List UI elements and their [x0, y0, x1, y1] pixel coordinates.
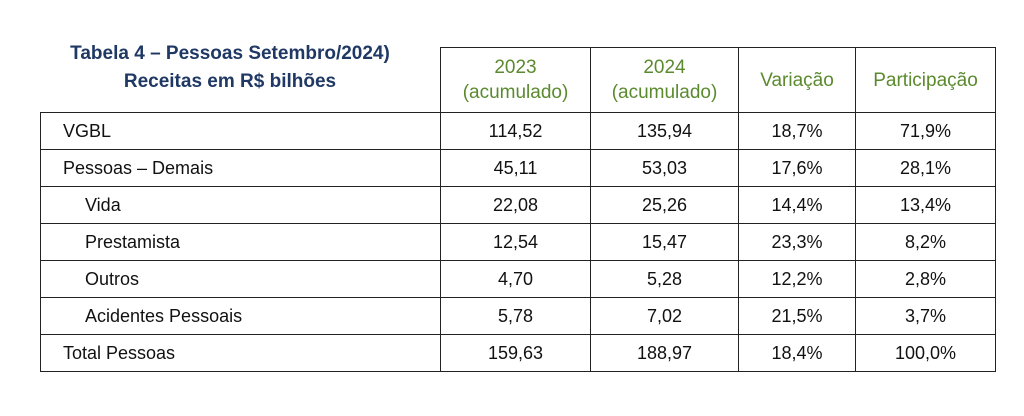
header-line: 2024	[643, 57, 686, 78]
cell: 53,03	[590, 149, 739, 187]
cell: 5,28	[590, 260, 739, 298]
cell: 21,5%	[738, 297, 856, 335]
header-row: 2023 (acumulado) 2024 (acumulado) Variação Pa…	[40, 47, 996, 113]
row-label: Total Pessoas	[40, 334, 441, 372]
cell: 114,52	[440, 112, 591, 150]
row-label: VGBL	[40, 112, 441, 150]
cell: 17,6%	[738, 149, 856, 187]
cell: 28,1%	[855, 149, 996, 187]
cell: 18,7%	[738, 112, 856, 150]
table-row: Vida 22,08 25,26 14,4% 13,4%	[40, 186, 996, 224]
cell: 3,7%	[855, 297, 996, 335]
cell: 4,70	[440, 260, 591, 298]
cell: 45,11	[440, 149, 591, 187]
cell: 8,2%	[855, 223, 996, 261]
header-line: 2023	[494, 57, 537, 78]
table-row: Pessoas – Demais 45,11 53,03 17,6% 28,1%	[40, 149, 996, 187]
cell: 2,8%	[855, 260, 996, 298]
column-header: Participação	[855, 47, 996, 113]
table-row: VGBL 114,52 135,94 18,7% 71,9%	[40, 112, 996, 150]
cell: 13,4%	[855, 186, 996, 224]
row-label: Pessoas – Demais	[40, 149, 441, 187]
column-header: Variação	[738, 47, 856, 113]
column-header: 2023 (acumulado)	[440, 47, 591, 113]
cell: 5,78	[440, 297, 591, 335]
cell: 25,26	[590, 186, 739, 224]
row-label: Prestamista	[40, 223, 441, 261]
table-row: Acidentes Pessoais 5,78 7,02 21,5% 3,7%	[40, 297, 996, 335]
cell: 18,4%	[738, 334, 856, 372]
cell: 159,63	[440, 334, 591, 372]
table-row: Total Pessoas 159,63 188,97 18,4% 100,0%	[40, 334, 996, 372]
header-line: (acumulado)	[611, 82, 718, 103]
row-label: Outros	[40, 260, 441, 298]
header-line: Participação	[873, 69, 978, 91]
table-row: Outros 4,70 5,28 12,2% 2,8%	[40, 260, 996, 298]
data-table: 2023 (acumulado) 2024 (acumulado) Variação Pa…	[40, 47, 996, 372]
column-header: 2024 (acumulado)	[590, 47, 739, 113]
cell: 100,0%	[855, 334, 996, 372]
header-line: (acumulado)	[462, 82, 569, 103]
table-body: VGBL 114,52 135,94 18,7% 71,9% Pessoas – Dema…	[40, 112, 996, 372]
cell: 23,3%	[738, 223, 856, 261]
row-label: Acidentes Pessoais	[40, 297, 441, 335]
cell: 15,47	[590, 223, 739, 261]
cell: 22,08	[440, 186, 591, 224]
cell: 7,02	[590, 297, 739, 335]
row-label: Vida	[40, 186, 441, 224]
cell: 71,9%	[855, 112, 996, 150]
table-row: Prestamista 12,54 15,47 23,3% 8,2%	[40, 223, 996, 261]
header-line: Variação	[760, 69, 834, 91]
cell: 12,2%	[738, 260, 856, 298]
cell: 135,94	[590, 112, 739, 150]
cell: 14,4%	[738, 186, 856, 224]
cell: 188,97	[590, 334, 739, 372]
cell: 12,54	[440, 223, 591, 261]
header-blank	[40, 47, 441, 113]
